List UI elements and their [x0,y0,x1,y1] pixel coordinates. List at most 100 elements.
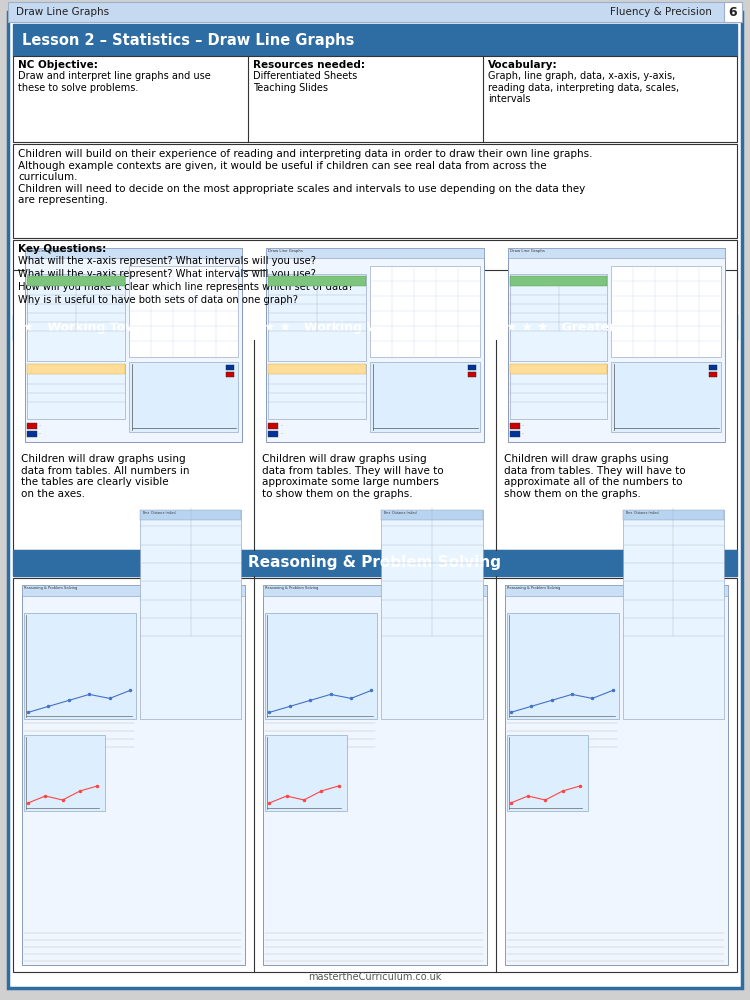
Bar [27,364,124,374]
Bar [13,240,737,312]
Bar [622,510,724,719]
Text: ...: ... [39,431,42,435]
Bar [268,423,278,429]
Bar [611,362,721,432]
Bar [13,24,737,56]
Text: Vocabulary:: Vocabulary: [488,60,557,70]
Bar [22,585,245,596]
Bar [263,585,487,965]
Bar [266,613,377,719]
Bar [611,266,721,357]
Bar [8,2,742,22]
Bar [13,550,737,576]
Bar [510,364,608,374]
Text: mastertheCurriculum.co.uk: mastertheCurriculum.co.uk [308,972,442,982]
Text: Why is it useful to have both sets of data on one graph?: Why is it useful to have both sets of da… [18,295,298,305]
Text: ...: ... [39,423,42,427]
Bar [129,362,238,432]
Bar [22,585,245,965]
Bar [13,578,737,972]
Text: ★ ★ ★   Greater Depth: ★ ★ ★ Greater Depth [506,320,662,334]
Bar [510,423,520,429]
Text: Children will build on their experience of reading and interpreting data in orde: Children will build on their experience … [18,149,592,205]
Text: Reasoning & Problem Solving: Reasoning & Problem Solving [266,586,319,590]
Text: Children will draw graphs using
data from tables. They will have to
approximate : Children will draw graphs using data fro… [262,454,444,499]
Bar [13,56,737,142]
Text: ★ ★   Working Within: ★ ★ Working Within [264,320,413,334]
Bar [468,372,476,377]
Text: Reasoning & Problem Solving: Reasoning & Problem Solving [507,586,560,590]
Bar [266,248,484,442]
Bar [268,364,366,419]
Text: Time  Distance (miles): Time Distance (miles) [383,511,418,515]
Bar [622,510,724,520]
Bar [27,274,124,361]
Bar [724,2,742,22]
Bar [25,248,242,258]
Bar [27,276,124,286]
Bar [24,735,105,811]
Text: Draw Line Graphs: Draw Line Graphs [510,249,544,253]
Bar [510,431,520,437]
Bar [505,585,728,965]
Bar [13,144,737,238]
Text: Time  Distance (miles): Time Distance (miles) [625,511,658,515]
Bar [268,364,366,374]
Text: Lesson 2 – Statistics – Draw Line Graphs: Lesson 2 – Statistics – Draw Line Graphs [22,32,354,47]
Text: Draw Line Graphs: Draw Line Graphs [27,249,62,253]
Text: ...: ... [522,423,525,427]
Bar [370,266,480,357]
Text: Children will draw graphs using
data from tables. They will have to
approximate : Children will draw graphs using data fro… [504,454,686,499]
Bar [709,372,717,377]
Bar [507,613,619,719]
Text: Fluency & Precision: Fluency & Precision [610,7,712,17]
Text: Reasoning & Problem Solving: Reasoning & Problem Solving [24,586,77,590]
Text: ★   Working Towards: ★ Working Towards [23,320,168,334]
Bar [266,735,346,811]
Bar [266,248,484,258]
Text: How will you make it clear which line represents which set of data?: How will you make it clear which line re… [18,282,353,292]
Bar [507,735,588,811]
Text: What will the y-axis represent? What intervals will you use?: What will the y-axis represent? What int… [18,269,316,279]
Bar [508,248,725,258]
Bar [13,270,737,550]
Text: Children will draw graphs using
data from tables. All numbers in
the tables are : Children will draw graphs using data fro… [21,454,190,499]
Bar [508,248,725,442]
Text: ...: ... [280,423,284,427]
Text: ...: ... [522,431,525,435]
Text: Draw and interpret line graphs and use
these to solve problems.: Draw and interpret line graphs and use t… [18,71,211,93]
Bar [226,365,234,370]
Bar [468,365,476,370]
Bar [370,362,480,432]
Bar [13,314,737,340]
Text: Reasoning & Problem Solving: Reasoning & Problem Solving [248,556,502,570]
Bar [263,585,487,596]
Text: Draw Line Graphs: Draw Line Graphs [16,7,109,17]
Bar [382,510,483,719]
Bar [25,248,242,442]
Text: What will the x-axis represent? What intervals will you use?: What will the x-axis represent? What int… [18,256,316,266]
Text: 6: 6 [729,5,737,18]
Text: ...: ... [280,431,284,435]
Bar [140,510,242,520]
Bar [268,274,366,361]
Text: Differentiated Sheets
Teaching Slides: Differentiated Sheets Teaching Slides [253,71,357,93]
Bar [510,274,608,361]
Bar [129,266,238,357]
Bar [140,510,242,719]
Text: Time  Distance (miles): Time Distance (miles) [142,511,176,515]
Bar [24,613,136,719]
Text: Graph, line graph, data, x-axis, y-axis,
reading data, interpreting data, scales: Graph, line graph, data, x-axis, y-axis,… [488,71,680,104]
Text: Key Questions:: Key Questions: [18,244,106,254]
Bar [268,276,366,286]
Bar [505,585,728,596]
Bar [709,365,717,370]
Text: Draw Line Graphs: Draw Line Graphs [268,249,303,253]
Bar [27,364,124,419]
Bar [226,372,234,377]
Bar [382,510,483,520]
Text: Resources needed:: Resources needed: [253,60,365,70]
Bar [510,276,608,286]
Text: NC Objective:: NC Objective: [18,60,98,70]
Bar [27,423,37,429]
